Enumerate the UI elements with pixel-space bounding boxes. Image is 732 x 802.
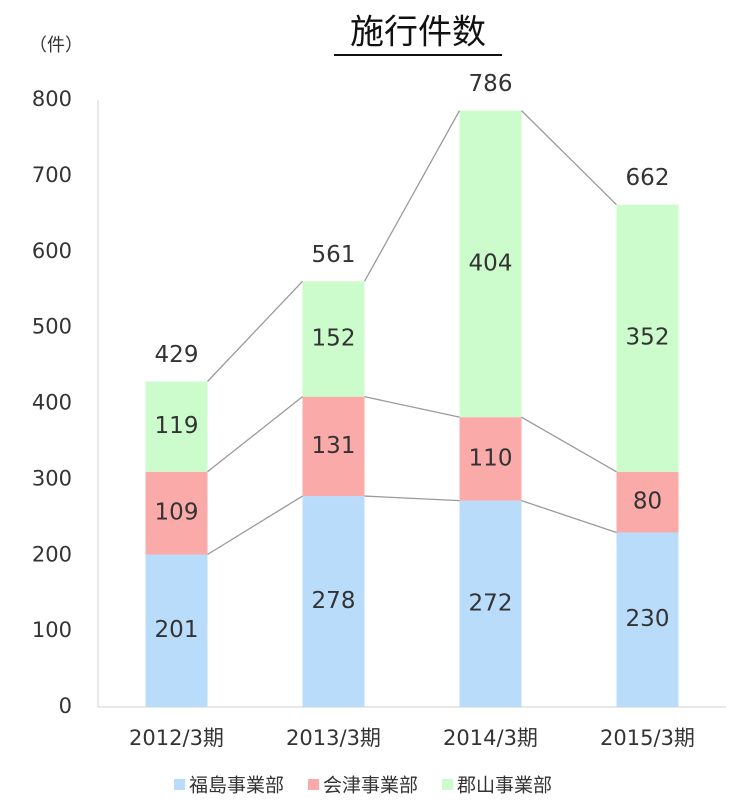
legend-label: 郡山事業部: [457, 775, 552, 797]
series-line: [521, 500, 617, 534]
chart-title: 施行件数: [350, 13, 486, 53]
bar-segment: [459, 500, 522, 707]
segment-label: 201: [155, 617, 199, 643]
y-tick-label: 800: [32, 87, 72, 111]
series-line: [521, 416, 617, 473]
segment-label: 230: [626, 606, 670, 632]
bar-segment: [459, 110, 522, 418]
x-tick-label: 2012/3期: [129, 726, 224, 750]
bar-segment: [616, 471, 679, 533]
bar-segment: [459, 417, 522, 501]
segment-label: 131: [312, 433, 356, 459]
bar-segment: [145, 471, 208, 555]
x-tick-label: 2013/3期: [286, 726, 381, 750]
bar-segment: [302, 396, 365, 497]
total-label: 786: [469, 71, 513, 97]
legend-swatch: [174, 779, 185, 790]
x-tick-label: 2014/3期: [443, 726, 538, 750]
y-tick-label: 200: [32, 542, 72, 566]
y-tick-label: 400: [32, 391, 72, 415]
y-tick-label: 600: [32, 239, 72, 263]
bar-segment: [616, 532, 679, 707]
series-line: [207, 396, 303, 473]
bar-segment: [145, 554, 208, 707]
segment-label: 80: [633, 489, 662, 515]
y-tick-label: 0: [59, 694, 72, 718]
y-tick-label: 100: [32, 618, 72, 642]
bar-segment: [145, 381, 208, 472]
legend-label: 会津事業部: [323, 775, 418, 797]
total-label: 662: [626, 165, 670, 191]
y-unit-label: （件）: [29, 35, 83, 56]
legend-swatch: [308, 779, 319, 790]
series-line: [521, 110, 617, 206]
series-line: [364, 396, 460, 418]
segment-label: 272: [469, 590, 513, 616]
segment-label: 352: [626, 325, 670, 351]
segment-label: 152: [312, 326, 356, 352]
y-tick-label: 700: [32, 163, 72, 187]
legend-label: 福島事業部: [189, 775, 284, 797]
segment-label: 404: [469, 250, 513, 276]
y-tick-label: 300: [32, 466, 72, 490]
y-tick-label: 500: [32, 315, 72, 339]
legend-swatch: [442, 779, 453, 790]
segment-label: 278: [312, 588, 356, 614]
total-label: 561: [312, 242, 356, 268]
series-line: [207, 280, 303, 382]
series-line: [207, 495, 303, 556]
segment-label: 109: [155, 500, 199, 526]
x-tick-label: 2015/3期: [600, 726, 695, 750]
series-line: [363, 110, 461, 282]
total-label: 429: [155, 342, 199, 368]
bar-segment: [616, 204, 679, 472]
segment-label: 110: [469, 445, 513, 471]
bar-segment: [302, 281, 365, 397]
series-line: [364, 495, 460, 502]
segment-label: 119: [155, 413, 199, 439]
bar-segment: [302, 496, 365, 707]
